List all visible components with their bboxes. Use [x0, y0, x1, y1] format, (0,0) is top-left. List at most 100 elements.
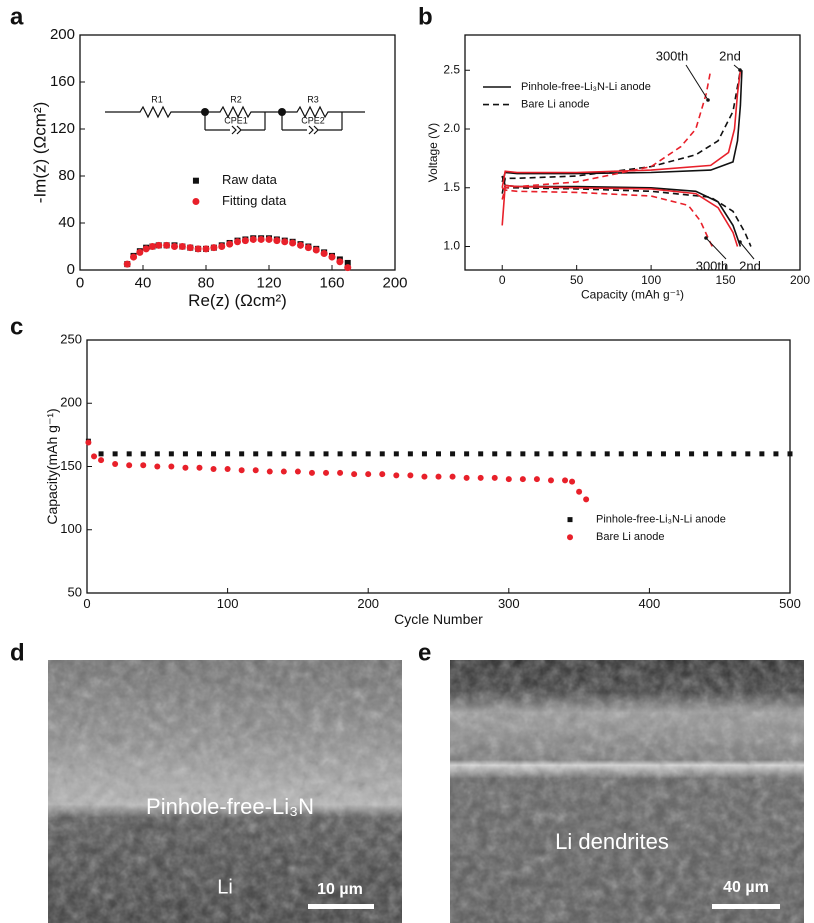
- marker-circle: [449, 473, 456, 480]
- marker-circle: [91, 453, 98, 460]
- marker-circle: [281, 238, 289, 246]
- marker-square: [337, 451, 343, 457]
- x-tick-label: 100: [217, 596, 239, 611]
- marker-circle: [421, 473, 428, 480]
- marker-square: [717, 451, 723, 457]
- region-label: Pinhole-free-Li₃N: [146, 794, 314, 819]
- plot-frame: [79, 34, 396, 271]
- y-tick-label: 1.0: [443, 239, 460, 253]
- x-tick-label: 150: [716, 273, 736, 287]
- x-tick-label: 40: [135, 274, 152, 291]
- marker-square: [407, 451, 413, 457]
- marker-square: [225, 451, 231, 457]
- marker-circle: [171, 243, 178, 250]
- line-series: [501, 70, 742, 247]
- marker-square: [492, 451, 498, 457]
- marker-square: [140, 451, 146, 457]
- marker-circle: [562, 477, 569, 484]
- line-series: [501, 70, 752, 247]
- marker-circle: [224, 466, 231, 473]
- marker-circle: [304, 244, 312, 252]
- line-series: [501, 70, 713, 247]
- marker-square: [126, 451, 132, 457]
- scale-bar: [712, 904, 780, 909]
- annotation: 2nd: [739, 258, 761, 273]
- y-tick-label: 0: [67, 261, 75, 278]
- marker-circle: [241, 237, 249, 245]
- circuit-wires: [105, 105, 365, 135]
- marker-square: [309, 451, 315, 457]
- marker-square: [421, 451, 427, 457]
- marker-square: [703, 451, 709, 457]
- legend-label: Raw data: [222, 172, 278, 187]
- marker-circle: [583, 496, 590, 503]
- marker-square: [253, 451, 259, 457]
- x-tick-label: 400: [639, 596, 661, 611]
- marker-circle: [294, 468, 301, 475]
- marker-square: [787, 451, 793, 457]
- marker-circle: [178, 243, 186, 250]
- marker-square: [675, 451, 681, 457]
- marker-square: [344, 259, 351, 266]
- region-label: Li: [217, 876, 233, 898]
- marker-square: [520, 451, 526, 457]
- marker-square: [196, 451, 202, 457]
- sem-image-e: Li dendrites 40 µm: [450, 660, 804, 923]
- marker-square: [562, 451, 568, 457]
- marker-circle: [393, 472, 400, 479]
- marker-circle: [148, 243, 156, 250]
- chart: 0 40 80 120 160 200 0 40 80 120 160 200 Re(z) (Ωcm²)…: [30, 26, 407, 310]
- marker-square: [323, 451, 329, 457]
- legend-label: Pinhole-free-Li₃N-Li anode: [521, 81, 651, 93]
- x-tick-label: 300: [498, 596, 520, 611]
- y-tick-label: 160: [50, 73, 75, 90]
- marker-circle: [168, 463, 175, 470]
- y-tick-label: 80: [58, 167, 75, 184]
- marker-circle: [477, 474, 484, 481]
- y-tick-label: 200: [50, 26, 75, 43]
- circuit-label: CPE1: [224, 115, 248, 125]
- marker-circle: [266, 468, 273, 475]
- marker-circle: [491, 474, 498, 481]
- marker-circle: [257, 235, 265, 243]
- marker-circle: [505, 476, 512, 483]
- scale-bar-label: 40 µm: [723, 879, 769, 896]
- marker-circle: [202, 245, 210, 253]
- y-tick-label: 200: [60, 395, 82, 410]
- marker-square: [773, 451, 779, 457]
- marker-square: [731, 451, 737, 457]
- marker-square: [393, 451, 399, 457]
- marker-square: [646, 451, 652, 457]
- marker-square: [506, 451, 512, 457]
- x-tick-label: 100: [641, 273, 661, 287]
- arrow-head: [738, 68, 742, 72]
- y-tick-label: 2.5: [443, 62, 460, 76]
- marker-circle: [328, 253, 336, 261]
- marker-circle: [336, 258, 344, 266]
- marker-circle: [323, 469, 330, 476]
- marker-circle: [365, 471, 372, 478]
- marker-circle: [547, 477, 554, 484]
- x-axis-label: Cycle Number: [394, 611, 483, 627]
- marker-circle: [186, 244, 194, 252]
- marker-circle: [249, 235, 257, 243]
- panel-letter: d: [10, 639, 25, 666]
- marker-square: [759, 451, 765, 457]
- marker-circle: [320, 250, 328, 258]
- x-tick-label: 120: [256, 274, 281, 291]
- x-tick-label: 160: [319, 274, 344, 291]
- marker-square: [98, 451, 104, 457]
- marker-square: [567, 517, 573, 523]
- marker-square: [267, 451, 273, 457]
- panel-letters: a b c d e: [10, 3, 433, 666]
- circuit-label: R3: [307, 94, 319, 104]
- marker-square: [450, 451, 456, 457]
- marker-square: [168, 451, 174, 457]
- marker-circle: [196, 464, 203, 471]
- marker-square: [534, 451, 540, 457]
- marker-square: [576, 451, 582, 457]
- marker-square: [745, 451, 751, 457]
- marker-square: [604, 451, 610, 457]
- x-tick-label: 0: [83, 596, 90, 611]
- panel-letter: e: [418, 639, 431, 666]
